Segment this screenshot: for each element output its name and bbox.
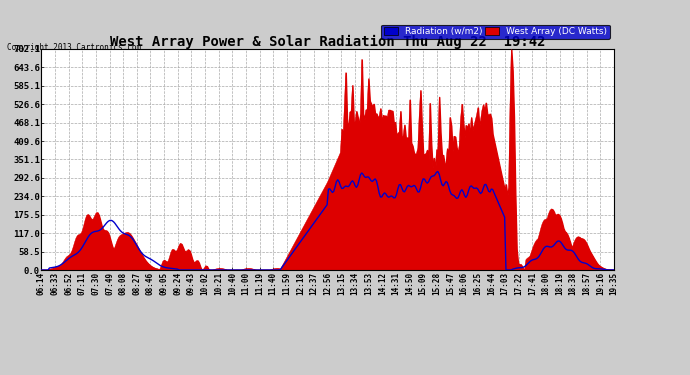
Text: Copyright 2013 Cartronics.com: Copyright 2013 Cartronics.com [7, 43, 141, 52]
Legend: Radiation (w/m2), West Array (DC Watts): Radiation (w/m2), West Array (DC Watts) [382, 24, 609, 39]
Title: West Array Power & Solar Radiation Thu Aug 22  19:42: West Array Power & Solar Radiation Thu A… [110, 34, 546, 49]
